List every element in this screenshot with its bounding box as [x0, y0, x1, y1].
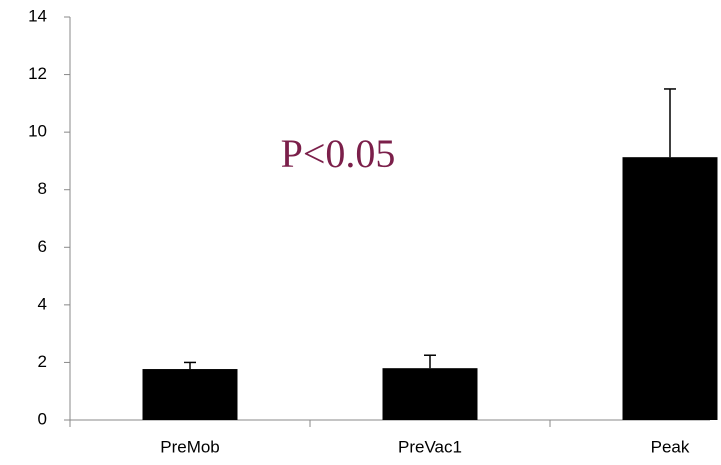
y-tick-label: 8	[38, 179, 47, 198]
y-tick-label: 10	[28, 122, 47, 141]
bar	[142, 369, 238, 420]
x-tick-label: PreVac1	[398, 437, 462, 456]
x-tick-label: Peak	[651, 437, 690, 456]
y-tick-label: 6	[38, 237, 47, 256]
y-tick-label: 0	[38, 409, 47, 428]
error-bar	[184, 361, 196, 370]
bar	[382, 368, 478, 420]
bar	[622, 157, 718, 420]
y-tick-label: 4	[38, 294, 47, 313]
y-tick-label: 2	[38, 352, 47, 371]
y-tick-label: 14	[28, 6, 47, 25]
y-tick-label: 12	[28, 64, 47, 83]
error-bar	[664, 88, 676, 158]
x-tick-label: PreMob	[160, 437, 220, 456]
error-bar	[424, 354, 436, 369]
annotation: P<0.05	[281, 131, 396, 176]
